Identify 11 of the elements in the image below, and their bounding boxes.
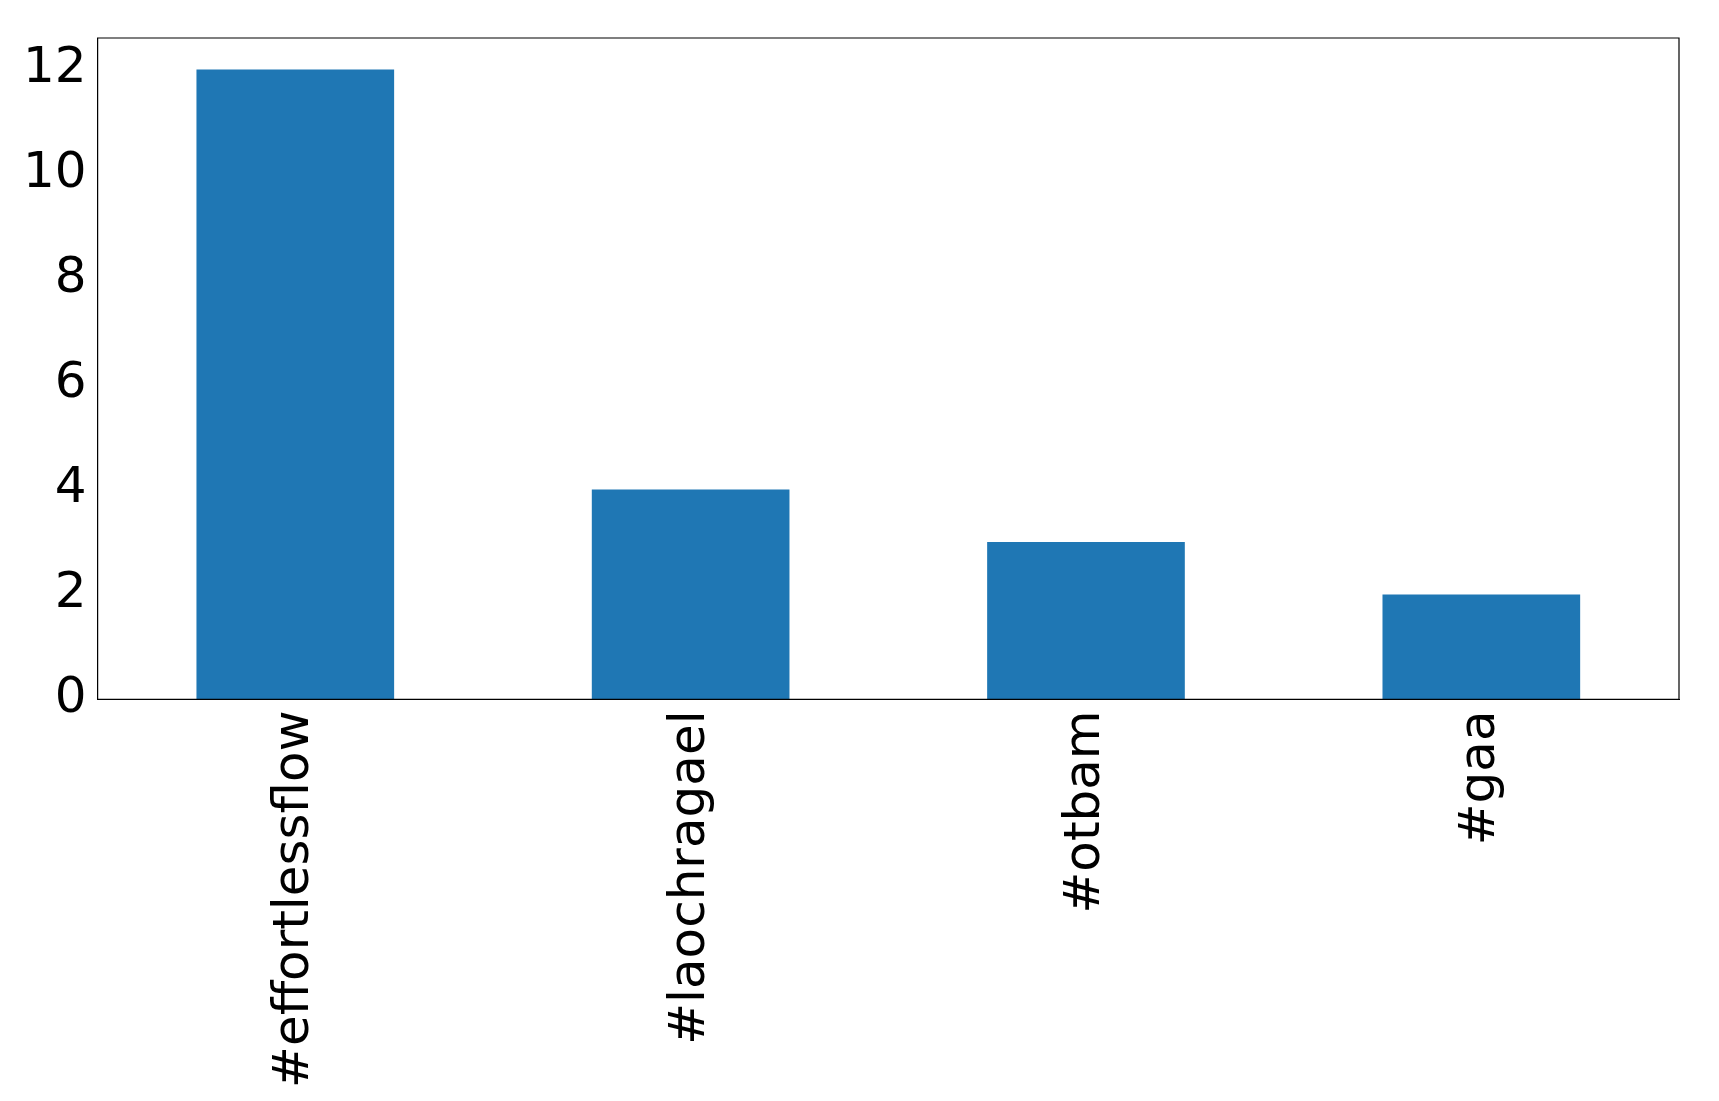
y-tick-label: 12 [23,36,87,95]
y-tick-label: 2 [54,561,87,620]
y-tick-label: 4 [54,456,87,515]
y-tick-label: 6 [54,351,87,410]
y-tick-label: 0 [54,666,87,725]
x-tick-label: #effortlessflow [262,710,321,1089]
x-tick-label: #laochragael [657,710,716,1045]
y-tick-label: 10 [23,141,87,200]
y-tick-label: 8 [54,246,87,305]
x-tick-label: #gaa [1448,710,1507,846]
x-tick-label: #otbam [1052,710,1111,914]
